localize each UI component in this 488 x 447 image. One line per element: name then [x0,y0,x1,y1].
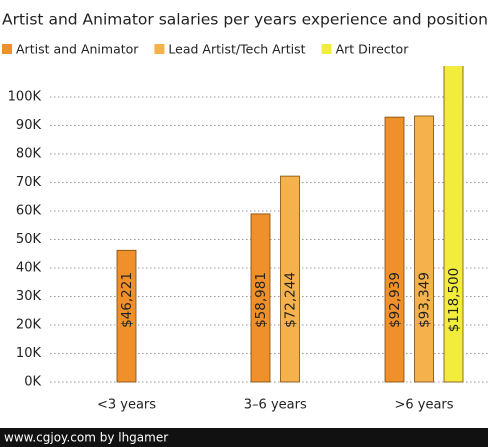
legend-label: Art Director [336,42,410,57]
y-tick-label: 50K [16,232,42,247]
bar [280,175,300,383]
plot-area [116,66,464,383]
legend-swatch [154,44,165,54]
y-tick-label: 20K [16,318,42,333]
value-label: $72,244 [283,272,299,328]
legend-label: Lead Artist/Tech Artist [168,42,305,57]
value-label: $93,349 [417,272,433,328]
bar [443,66,464,383]
y-tick-label: 60K [16,204,42,219]
y-tick-label: 0K [24,375,41,390]
legend-swatch [321,44,332,54]
bar [414,115,434,383]
value-label: $58,981 [253,272,269,328]
legend-label: Artist and Animator [16,42,139,57]
x-tick-label: 3–6 years [244,398,307,413]
chart-title: Artist and Animator salaries per years e… [2,11,488,29]
x-tick-label: >6 years [394,398,453,413]
value-label: $46,221 [119,272,135,328]
legend-swatch [2,44,12,54]
value-label: $92,939 [387,272,403,328]
x-tick-label: <3 years [97,398,156,413]
y-tick-label: 40K [16,261,42,276]
y-tick-label: 80K [16,147,42,162]
footer: www.cgjoy.com by lhgamer [4,431,168,445]
y-tick-label: 90K [16,118,42,133]
bar [384,116,405,383]
footer-bar [0,428,488,447]
y-tick-label: 10K [16,346,42,361]
bar [250,213,271,383]
y-tick-label: 30K [16,289,42,304]
value-label: $118,500 [446,268,462,332]
bar [116,249,137,383]
y-tick-label: 100K [8,90,42,105]
y-tick-label: 70K [16,175,42,190]
